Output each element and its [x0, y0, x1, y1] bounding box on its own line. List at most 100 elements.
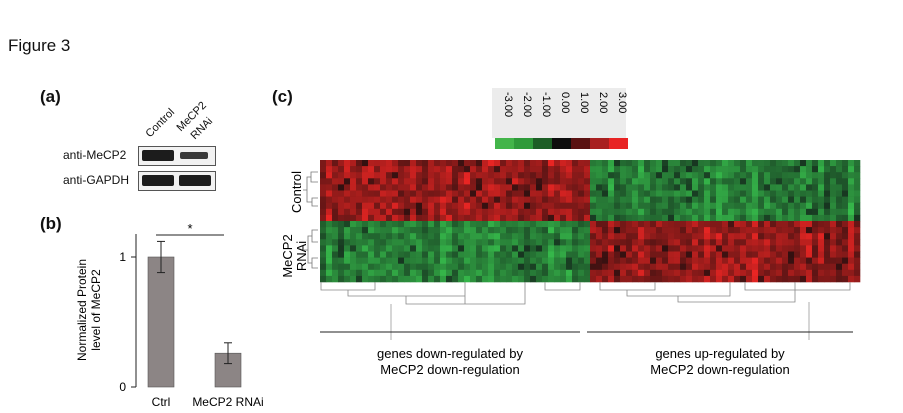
heatmap-cell	[596, 263, 603, 271]
heatmap-cell	[512, 184, 519, 191]
heatmap-cell	[428, 196, 435, 203]
heatmap-cell	[452, 257, 459, 264]
heatmap-cell	[350, 239, 357, 246]
heatmap-cell	[500, 184, 507, 191]
heatmap-cell	[596, 251, 603, 258]
heatmap-cell	[494, 208, 501, 216]
heatmap-cell	[476, 196, 483, 203]
heatmap-cell	[710, 178, 717, 185]
heatmap-cell	[344, 227, 351, 234]
heatmap-cell	[578, 172, 585, 179]
row-dendrogram	[303, 171, 318, 269]
heatmap-cell	[554, 178, 561, 185]
heatmap-cell	[710, 263, 717, 271]
heatmap-cell	[470, 275, 477, 283]
heatmap-cell	[410, 233, 417, 240]
band-mecp2-rnai	[180, 152, 208, 159]
heatmap-cell	[554, 184, 561, 191]
heatmap-cell	[374, 227, 381, 234]
heatmap-cell	[500, 245, 507, 252]
heatmap-cell	[530, 239, 537, 246]
heatmap-cell	[386, 239, 393, 246]
heatmap-cell	[704, 190, 711, 197]
heatmap-cell	[674, 233, 681, 240]
heatmap-cell	[434, 269, 441, 277]
heatmap-cell	[464, 190, 471, 197]
heatmap-cell	[332, 208, 339, 216]
heatmap-cell	[362, 178, 369, 185]
heatmap-cell	[656, 184, 663, 191]
heatmap-cell	[590, 208, 597, 216]
heatmap-cell	[680, 184, 687, 191]
heatmap-cell	[722, 190, 729, 197]
heatmap-cell	[596, 269, 603, 277]
heatmap-cell	[854, 166, 861, 173]
heatmap-cell	[392, 239, 399, 246]
heatmap-cell	[590, 233, 597, 240]
heatmap-cell	[530, 251, 537, 258]
heatmap-cell	[842, 196, 849, 203]
heatmap-cell	[374, 269, 381, 277]
heatmap-cell	[458, 202, 465, 210]
heatmap-cell	[494, 202, 501, 210]
heatmap-cell	[422, 214, 429, 222]
heatmap-cell	[338, 275, 345, 283]
heatmap-cell	[536, 190, 543, 197]
heatmap-cell	[326, 160, 333, 167]
heatmap-cell	[452, 263, 459, 271]
heatmap-cell	[440, 251, 447, 258]
heatmap-cell	[716, 257, 723, 264]
heatmap-cell	[356, 196, 363, 203]
heatmap-cell	[584, 172, 591, 179]
heatmap-cell	[506, 184, 513, 191]
heatmap-cell	[338, 251, 345, 258]
heatmap-cell	[320, 275, 327, 283]
heatmap-cell	[428, 245, 435, 252]
heatmap-cell	[854, 196, 861, 203]
heatmap-cell	[710, 214, 717, 222]
heatmap-cell	[506, 190, 513, 197]
heatmap-cell	[524, 190, 531, 197]
heatmap-cell	[644, 269, 651, 277]
heatmap-cell	[614, 166, 621, 173]
heatmap-cell	[332, 233, 339, 240]
heatmap-cell	[434, 184, 441, 191]
heatmap-cell	[518, 208, 525, 216]
heatmap-cell	[698, 269, 705, 277]
heatmap-cell	[548, 269, 555, 277]
heatmap-cell	[668, 160, 675, 167]
heatmap-cell	[830, 263, 837, 271]
heatmap-cell	[530, 245, 537, 252]
heatmap-cell	[572, 160, 579, 167]
heatmap-cell	[326, 275, 333, 283]
heatmap-cell	[494, 190, 501, 197]
heatmap-cell	[776, 221, 783, 228]
heatmap-cell	[770, 227, 777, 234]
heatmap-cell	[806, 160, 813, 167]
heatmap-cell	[386, 184, 393, 191]
heatmap-cell	[740, 202, 747, 210]
heatmap-cell	[368, 257, 375, 264]
heatmap-cell	[458, 257, 465, 264]
heatmap-cell	[386, 263, 393, 271]
heatmap-cell	[692, 233, 699, 240]
significance-star: *	[187, 222, 192, 236]
heatmap-cell	[332, 178, 339, 185]
heatmap-cell	[644, 202, 651, 210]
heatmap-cell	[350, 178, 357, 185]
heatmap-cell	[530, 227, 537, 234]
heatmap-cell	[332, 239, 339, 246]
heatmap-cell	[686, 160, 693, 167]
heatmap-cell	[404, 251, 411, 258]
heatmap-cell	[326, 269, 333, 277]
heatmap-cell	[704, 257, 711, 264]
heatmap-cell	[428, 166, 435, 173]
heatmap-cell	[536, 269, 543, 277]
heatmap-cell	[710, 208, 717, 216]
heatmap-cell	[758, 227, 765, 234]
heatmap-cell	[824, 196, 831, 203]
heatmap-cell	[440, 214, 447, 222]
heatmap-cell	[818, 214, 825, 222]
heatmap-cell	[632, 227, 639, 234]
heatmap-cell	[404, 221, 411, 228]
